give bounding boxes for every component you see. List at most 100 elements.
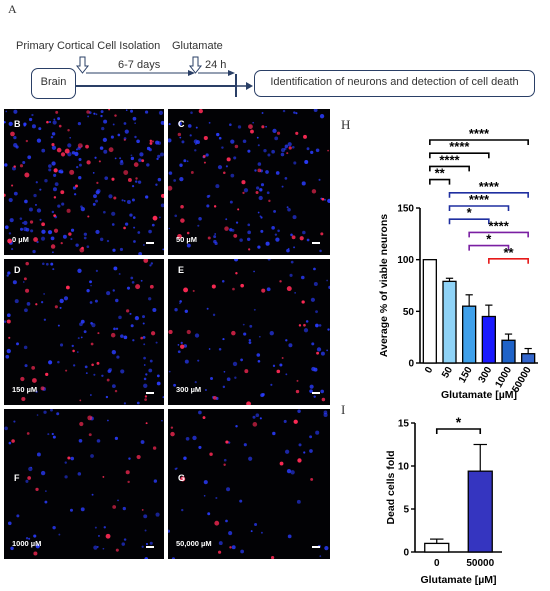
nucleus-dot xyxy=(328,285,330,289)
cell-dot xyxy=(32,378,37,383)
nucleus-dot xyxy=(180,341,183,345)
nucleus-dot xyxy=(59,306,62,309)
nucleus-dot xyxy=(217,165,223,170)
cell-dot xyxy=(91,363,94,367)
nucleus-dot xyxy=(111,384,116,389)
nucleus-dot xyxy=(313,395,316,398)
x-tick-label: 0 xyxy=(434,558,440,569)
nucleus-dot xyxy=(260,183,265,187)
nucleus-dot xyxy=(205,153,209,157)
nucleus-dot xyxy=(184,359,189,364)
nucleus-dot xyxy=(78,176,82,180)
nucleus-dot xyxy=(240,549,245,554)
nucleus-dot xyxy=(94,526,97,529)
nucleus-dot xyxy=(178,121,182,126)
micrograph-b-letter: B xyxy=(14,119,21,129)
nucleus-dot xyxy=(187,124,192,128)
cell-dot xyxy=(112,505,117,509)
nucleus-dot xyxy=(225,519,228,523)
nucleus-dot xyxy=(70,237,73,241)
nucleus-dot xyxy=(266,191,270,195)
nucleus-dot xyxy=(95,269,99,273)
y-axis-label: Average % of viable neurons xyxy=(378,214,390,357)
nucleus-dot xyxy=(272,364,276,368)
nucleus-dot xyxy=(150,262,154,265)
cell-dot xyxy=(281,357,284,360)
nucleus-dot xyxy=(131,185,135,188)
nucleus-dot xyxy=(301,181,306,186)
cell-dot xyxy=(295,131,299,135)
nucleus-dot xyxy=(160,203,164,208)
nucleus-dot xyxy=(44,178,48,183)
nucleus-dot xyxy=(306,147,310,151)
nucleus-dot xyxy=(235,221,239,224)
cell-dot xyxy=(55,110,59,114)
nucleus-dot xyxy=(183,159,187,163)
nucleus-dot xyxy=(36,208,42,213)
cell-dot xyxy=(4,193,6,197)
nucleus-dot xyxy=(110,135,114,139)
nucleus-dot xyxy=(212,313,216,317)
nucleus-dot xyxy=(112,123,115,126)
cell-dot xyxy=(240,283,245,288)
cell-dot xyxy=(11,184,14,187)
cell-dot xyxy=(8,336,11,339)
nucleus-dot xyxy=(126,286,131,290)
cell-dot xyxy=(6,319,11,324)
nucleus-dot xyxy=(145,373,148,376)
cell-dot xyxy=(170,426,174,429)
nucleus-dot xyxy=(179,163,183,167)
nucleus-dot xyxy=(140,440,145,444)
cell-dot xyxy=(105,533,111,539)
cell-dot xyxy=(45,372,49,377)
nucleus-dot xyxy=(138,158,142,162)
nucleus-dot xyxy=(181,140,185,144)
nucleus-dot xyxy=(215,184,220,189)
nucleus-dot xyxy=(5,354,10,359)
nucleus-dot xyxy=(134,122,136,124)
nucleus-dot xyxy=(256,136,259,139)
micrograph-f-cells xyxy=(4,409,163,559)
cell-dot xyxy=(235,272,238,275)
panel-h-letter: H xyxy=(341,117,351,132)
cell-dot xyxy=(186,231,190,235)
nucleus-dot xyxy=(275,237,280,242)
nucleus-dot xyxy=(284,144,289,149)
nucleus-dot xyxy=(59,343,64,347)
nucleus-dot xyxy=(80,336,83,339)
cell-dot xyxy=(279,461,284,466)
cell-dot xyxy=(180,204,184,209)
nucleus-dot xyxy=(31,113,34,117)
cell-dot xyxy=(237,208,240,211)
cell-dot xyxy=(168,329,173,335)
cell-dot xyxy=(79,421,84,427)
nucleus-dot xyxy=(8,121,13,127)
nucleus-dot xyxy=(115,298,119,303)
nucleus-dot xyxy=(252,121,254,124)
cell-dot xyxy=(133,162,139,167)
nucleus-dot xyxy=(242,139,247,144)
micrograph-d-letter: D xyxy=(14,265,21,275)
significance-label: **** xyxy=(469,192,490,207)
nucleus-dot xyxy=(86,288,90,293)
nucleus-dot xyxy=(57,117,61,121)
cell-dot xyxy=(114,114,117,117)
cell-dot xyxy=(192,289,195,292)
nucleus-dot xyxy=(226,487,231,492)
nucleus-dot xyxy=(14,299,19,304)
nucleus-dot xyxy=(84,365,88,369)
nucleus-dot xyxy=(247,230,251,235)
nucleus-dot xyxy=(141,545,144,548)
nucleus-dot xyxy=(102,137,108,142)
nucleus-dot xyxy=(203,494,206,497)
nucleus-dot xyxy=(257,245,261,249)
cell-dot xyxy=(248,124,253,129)
cell-dot xyxy=(160,193,164,198)
nucleus-dot xyxy=(148,229,152,234)
nucleus-dot xyxy=(306,238,310,242)
nucleus-dot xyxy=(142,244,145,246)
nucleus-dot xyxy=(75,148,78,151)
y-axis-label: Dead cells fold xyxy=(385,450,397,524)
nucleus-dot xyxy=(197,224,200,227)
